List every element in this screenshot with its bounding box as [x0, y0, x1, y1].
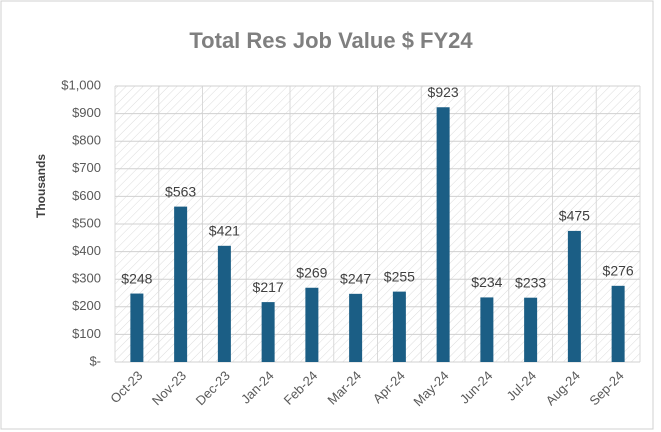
data-label: $276 [603, 263, 634, 279]
data-label: $247 [340, 271, 371, 287]
y-tick-label: $400 [72, 243, 101, 258]
data-label: $233 [515, 274, 546, 290]
data-label: $923 [428, 84, 459, 100]
bar [130, 293, 144, 362]
bar [436, 107, 450, 362]
data-label: $563 [165, 183, 196, 199]
y-tick-label: $100 [72, 326, 101, 341]
data-label: $217 [253, 279, 284, 295]
y-tick-label: $500 [72, 215, 101, 230]
bar [305, 287, 319, 362]
y-tick-label: $900 [72, 105, 101, 120]
y-tick-label: $200 [72, 298, 101, 313]
bar [217, 245, 231, 362]
data-label: $269 [296, 264, 327, 280]
data-label: $475 [559, 208, 590, 224]
data-label: $421 [209, 223, 240, 239]
data-label: $248 [121, 270, 152, 286]
bar [261, 302, 275, 362]
y-tick-label: $- [89, 353, 101, 368]
data-label: $255 [384, 268, 415, 284]
bar [174, 206, 188, 362]
y-tick-label: $1,000 [61, 77, 101, 92]
data-label: $234 [471, 274, 502, 290]
bar [524, 297, 538, 362]
bar [349, 293, 363, 362]
bar [392, 291, 406, 362]
bar [480, 297, 494, 362]
y-tick-label: $800 [72, 133, 101, 148]
y-tick-label: $300 [72, 271, 101, 286]
y-axis-title: Thousands [34, 154, 48, 218]
bar [567, 230, 581, 362]
y-tick-label: $600 [72, 188, 101, 203]
bar [611, 285, 625, 362]
y-tick-label: $700 [72, 160, 101, 175]
chart-title: Total Res Job Value $ FY24 [189, 28, 473, 53]
